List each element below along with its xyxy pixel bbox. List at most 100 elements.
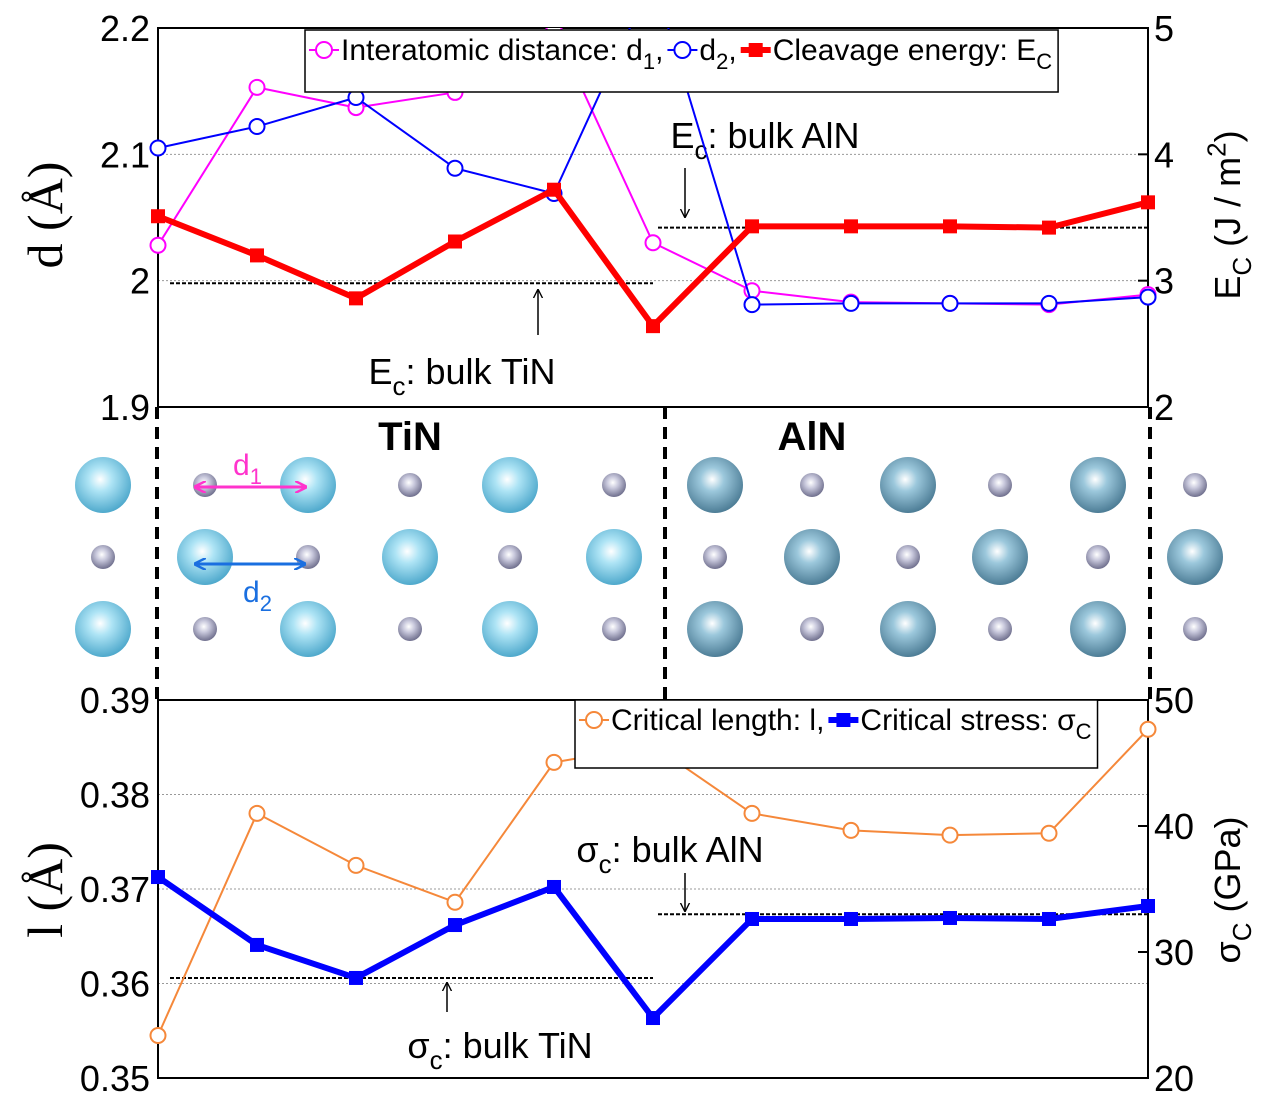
n-atom [1183,473,1207,497]
n-atom [1086,545,1110,569]
metal-atom [280,457,336,513]
n-atom [602,617,626,641]
text-part: : bulk AlN [707,115,859,156]
y-axis-label: l (Å) [17,842,73,938]
marker [149,236,167,254]
y2-tick-label: 3 [1154,261,1174,302]
marker [1139,720,1157,738]
n-atom [398,617,422,641]
text-part: c [430,1045,443,1075]
marker [1042,220,1056,235]
text-part: Critical length: l, [611,704,824,737]
metal-atom [784,529,840,585]
text-part: C [1227,257,1257,276]
metal-atom [972,529,1028,585]
text-part: (J / m [1207,157,1248,257]
y-tick-label: 2.1 [100,134,150,175]
text-part: d [233,449,250,482]
n-atom [800,617,824,641]
series-group [149,720,1157,1044]
n-atom [896,545,920,569]
text-part: d [243,576,260,609]
region-label: AlN [778,415,847,459]
marker [250,248,264,263]
text-part: Cleavage energy: E [773,34,1037,67]
text-part: l (Å) [17,842,73,938]
marker [842,294,860,312]
n-atom [602,473,626,497]
text-part: Critical stress: σ [860,704,1076,737]
metal-atom [880,601,936,657]
marker [1040,294,1058,312]
d1-label: d1 [233,449,262,489]
marker [547,879,561,894]
marker [547,182,561,197]
legend-box [304,29,1059,93]
text-part: 1 [250,464,262,489]
text-part: 1 [643,49,655,74]
text-part: d [699,34,716,67]
marker [545,753,563,771]
annotation: Ec: bulk TiN [368,351,555,401]
text-part: , [728,34,736,67]
marker [1141,195,1155,210]
marker [446,159,464,177]
annotation: σc: bulk AlN [576,829,763,879]
metal-atom [482,457,538,513]
marker [743,804,761,822]
metal-atom [687,601,743,657]
text-part: d (Å) [17,162,73,269]
legend-label: d2, [699,34,736,74]
annotation: Ec: bulk AlN [670,115,859,165]
metal-atom [75,601,131,657]
y2-tick-label: 50 [1154,680,1194,721]
marker [941,294,959,312]
marker [448,234,462,249]
metal-atom [382,529,438,585]
y-tick-label: 0.36 [80,963,150,1004]
metal-atom [75,457,131,513]
text-part: c [694,135,707,165]
marker [151,870,165,885]
legend-marker [836,713,851,727]
text-part: E [670,115,694,156]
marker [149,1026,167,1044]
text-part: c [599,849,612,879]
marker [250,937,264,952]
text-part: : bulk TiN [405,351,555,392]
metal-atom [280,601,336,657]
n-atom [1183,617,1207,641]
legend-label: Critical length: l, [611,704,824,737]
y-tick-label: 0.37 [80,869,150,910]
marker [844,911,858,926]
marker [448,918,462,933]
n-atom [703,545,727,569]
series-line [157,728,1149,1036]
text-part: ) [1207,130,1248,142]
legend-label: Critical stress: σC [860,704,1091,744]
marker [943,910,957,925]
legend-marker [748,43,763,57]
text-part: , [655,34,663,67]
n-atom [800,473,824,497]
marker [248,118,266,136]
text-part: σ [576,829,598,870]
marker [842,821,860,839]
metal-atom [1167,529,1223,585]
series-group [149,28,1157,334]
y2-tick-label: 40 [1154,806,1194,847]
marker [943,219,957,234]
marker [745,219,759,234]
y-tick-label: 2 [130,261,150,302]
text-part: c [392,371,405,401]
y-tick-label: 1.9 [100,387,150,428]
metal-atom [586,529,642,585]
region-label: TiN [378,415,442,459]
metal-atom [687,457,743,513]
n-atom [193,617,217,641]
y2-tick-label: 30 [1154,932,1194,973]
y-tick-label: 0.39 [80,680,150,721]
marker [745,911,759,926]
n-atom [91,545,115,569]
